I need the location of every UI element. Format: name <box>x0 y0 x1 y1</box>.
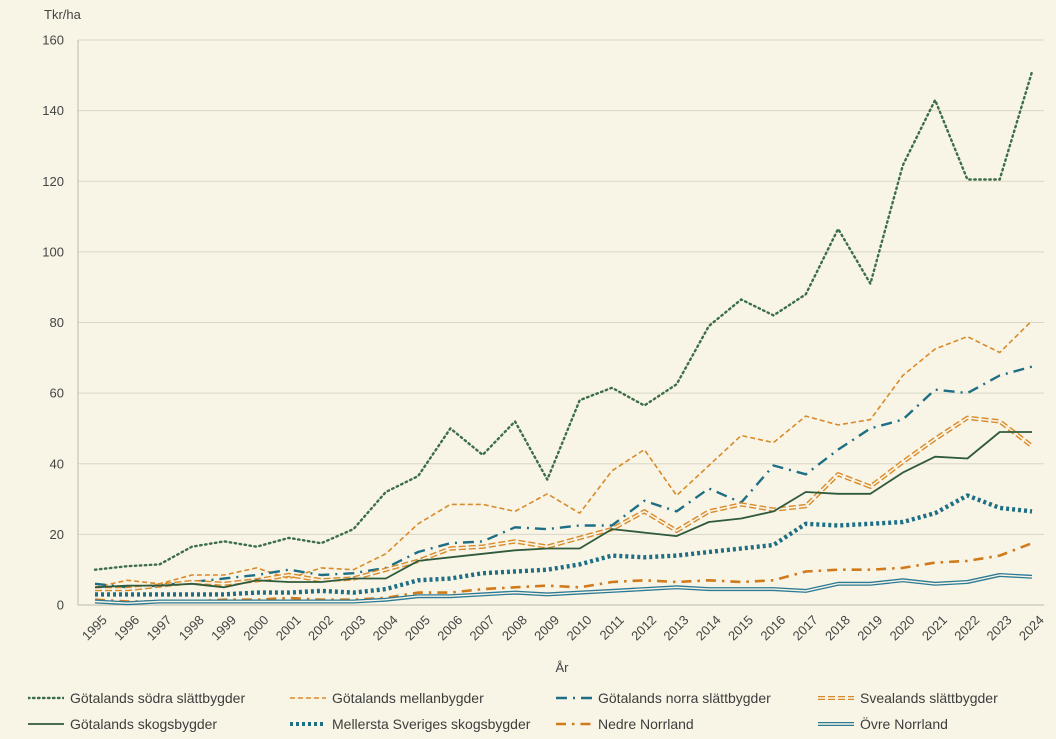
legend-swatch <box>28 696 64 700</box>
y-tick-label: 60 <box>50 386 64 401</box>
x-tick-label: 2017 <box>790 612 821 643</box>
x-tick-label: 2013 <box>660 612 691 643</box>
x-axis-label: År <box>556 660 570 675</box>
legend-swatch <box>28 723 64 725</box>
legend-item: Övre Norrland <box>818 716 948 732</box>
x-tick-label: 2018 <box>822 612 853 643</box>
x-tick-label: 2009 <box>531 612 562 643</box>
legend-swatch <box>290 722 326 726</box>
legend-swatch <box>290 697 326 699</box>
x-tick-label: 2023 <box>984 612 1015 643</box>
legend-label: Mellersta Sveriges skogsbygder <box>332 716 531 732</box>
legend-item: Mellersta Sveriges skogsbygder <box>290 716 530 732</box>
legend-label: Götalands norra slättbygder <box>598 690 771 706</box>
y-tick-label: 20 <box>50 527 64 542</box>
y-tick-label: 140 <box>42 103 64 118</box>
x-tick-label: 2007 <box>467 612 498 643</box>
x-tick-label: 2006 <box>434 612 465 643</box>
legend-swatch <box>556 722 592 726</box>
x-tick-label: 1996 <box>111 612 142 643</box>
series-lines <box>93 70 1034 606</box>
legend-swatch <box>556 696 592 700</box>
x-tick-label: 2024 <box>1016 612 1047 643</box>
legend-item: Götalands södra slättbygder <box>28 690 245 706</box>
series-götalands-skogsbygder <box>94 431 1032 589</box>
x-tick-label: 2005 <box>402 612 433 643</box>
legend-label: Götalands södra slättbygder <box>70 690 246 706</box>
x-tick-label: 2015 <box>725 612 756 643</box>
legend-item: Götalands skogsbygder <box>28 716 217 732</box>
legend-item: Götalands mellanbygder <box>290 690 484 706</box>
legend-item: Svealands slättbygder <box>818 690 998 706</box>
x-tick-label: 1998 <box>176 612 207 643</box>
x-tick-label: 2008 <box>499 612 530 643</box>
legend-label: Nedre Norrland <box>598 716 694 732</box>
x-tick-label: 2010 <box>564 612 595 643</box>
x-tick-label: 1999 <box>208 612 239 643</box>
x-tick-label: 2022 <box>951 612 982 643</box>
x-tick-label: 2004 <box>370 612 401 643</box>
legend-item: Götalands norra slättbygder <box>556 690 771 706</box>
y-axis-label: Tkr/ha <box>44 7 82 22</box>
x-tick-label: 1997 <box>143 612 174 643</box>
series-line <box>95 416 1033 590</box>
series-line <box>94 365 1033 589</box>
x-tick-label: 2019 <box>854 612 885 643</box>
legend-label: Götalands mellanbygder <box>332 690 484 706</box>
legend-swatch <box>818 696 854 700</box>
series-götalands-mellanbygder <box>94 320 1033 589</box>
x-tick-label: 2003 <box>337 612 368 643</box>
series-line <box>95 493 1033 597</box>
x-tick-label: 2012 <box>628 612 659 643</box>
axes: 0 20 40 60 80 100 120 140 160 1995 1996 1997 1998 199… <box>42 33 1047 644</box>
series-svealands-slättbygder <box>95 415 1034 592</box>
x-tick-label: 2020 <box>887 612 918 643</box>
x-tick-label: 2016 <box>757 612 788 643</box>
y-tick-label: 80 <box>50 315 64 330</box>
x-tick-label: 2002 <box>305 612 336 643</box>
x-tick-label: 2011 <box>596 612 626 642</box>
y-tick-label: 120 <box>42 174 64 189</box>
series-line <box>94 431 1032 589</box>
series-mellersta-sveriges-skogsbygder <box>95 493 1033 597</box>
legend-label: Götalands skogsbygder <box>70 716 218 732</box>
y-tick-label: 100 <box>42 244 64 259</box>
x-tick-label: 2014 <box>693 612 724 643</box>
y-tick-label: 160 <box>42 33 64 48</box>
legend-swatch <box>818 722 854 726</box>
x-tick-label: 2001 <box>273 612 304 643</box>
x-tick-label: 2000 <box>240 612 271 643</box>
legend-label: Övre Norrland <box>860 716 948 732</box>
series-götalands-södra-slättbygder <box>93 70 1034 571</box>
series-götalands-norra-slättbygder <box>94 365 1033 589</box>
y-tick-label: 0 <box>57 598 64 613</box>
legend-item: Nedre Norrland <box>556 716 694 732</box>
series-line <box>94 574 1033 604</box>
y-tick-label: 40 <box>50 456 64 471</box>
series-övre-norrland <box>94 573 1033 606</box>
gridlines <box>78 39 1044 535</box>
x-tick-label: 2021 <box>919 612 950 643</box>
series-line <box>95 415 1034 592</box>
legend-label: Svealands slättbygder <box>860 690 998 706</box>
x-tick-label: 1995 <box>79 612 110 643</box>
series-line <box>94 320 1033 589</box>
series-line <box>93 70 1034 571</box>
